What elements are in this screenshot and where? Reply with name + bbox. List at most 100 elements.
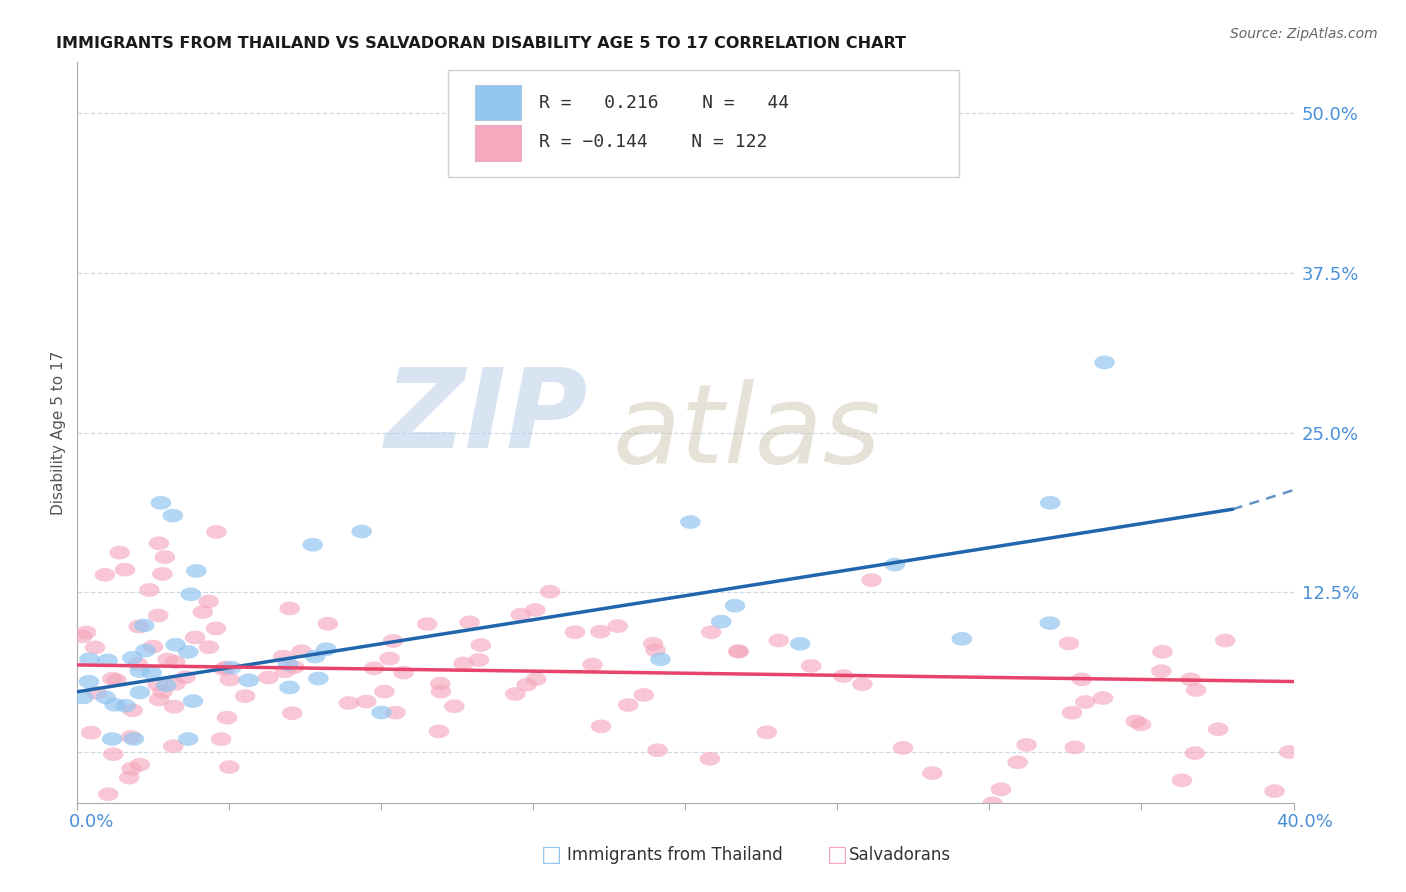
Point	[121, 703, 143, 717]
FancyBboxPatch shape	[449, 70, 959, 178]
Point	[148, 608, 170, 623]
Point	[1070, 673, 1092, 687]
Point	[238, 673, 260, 688]
Point	[724, 599, 747, 613]
Point	[416, 617, 439, 632]
Point	[301, 538, 323, 552]
Point	[1063, 740, 1085, 755]
Point	[156, 652, 179, 666]
Point	[1184, 746, 1206, 760]
Point	[509, 607, 531, 622]
Point	[257, 671, 280, 685]
Point	[1057, 636, 1080, 650]
Point	[70, 629, 93, 643]
Point	[177, 731, 200, 746]
Point	[114, 563, 136, 577]
Point	[800, 659, 823, 673]
Point	[363, 661, 385, 675]
Point	[177, 645, 200, 659]
Y-axis label: Disability Age 5 to 17: Disability Age 5 to 17	[51, 351, 66, 515]
Point	[134, 618, 156, 632]
Point	[458, 615, 481, 630]
Point	[128, 619, 150, 633]
Point	[679, 515, 702, 529]
Point	[356, 695, 378, 709]
Point	[427, 724, 450, 739]
Point	[277, 657, 299, 672]
Point	[860, 573, 883, 587]
Point	[891, 741, 914, 756]
Point	[72, 690, 94, 705]
Point	[75, 625, 97, 640]
Point	[162, 739, 184, 754]
Point	[315, 642, 337, 657]
Point	[606, 619, 628, 633]
Point	[1094, 355, 1116, 369]
Text: □: □	[827, 845, 848, 864]
Text: Immigrants from Thailand: Immigrants from Thailand	[567, 846, 782, 863]
Point	[453, 657, 475, 671]
Point	[101, 731, 124, 746]
Point	[79, 652, 101, 666]
Point	[94, 690, 117, 705]
Point	[644, 643, 666, 657]
Point	[77, 674, 100, 689]
Text: atlas: atlas	[613, 379, 882, 486]
Point	[1206, 723, 1229, 737]
Point	[148, 692, 170, 706]
Point	[316, 616, 339, 631]
Point	[1263, 784, 1285, 798]
Point	[209, 732, 232, 747]
Point	[278, 681, 301, 695]
Point	[86, 686, 108, 700]
Point	[524, 603, 547, 617]
Point	[768, 633, 790, 648]
Point	[205, 524, 228, 539]
Point	[152, 685, 174, 699]
Point	[218, 760, 240, 774]
Point	[165, 677, 187, 691]
Point	[564, 625, 586, 640]
Point	[105, 673, 128, 688]
Point	[921, 766, 943, 780]
Point	[950, 632, 973, 646]
Text: 0.0%: 0.0%	[69, 814, 114, 831]
Point	[283, 660, 305, 674]
Point	[198, 640, 221, 655]
Point	[155, 678, 177, 692]
Point	[271, 649, 294, 664]
Point	[205, 621, 228, 635]
Point	[650, 652, 672, 666]
Point	[150, 566, 173, 581]
Point	[121, 762, 143, 776]
Point	[128, 757, 150, 772]
Point	[1213, 633, 1236, 648]
Point	[103, 747, 125, 761]
Point	[165, 638, 187, 652]
Point	[443, 699, 465, 714]
Point	[470, 638, 492, 652]
Point	[981, 797, 1004, 811]
Point	[727, 644, 749, 658]
Text: Source: ZipAtlas.com: Source: ZipAtlas.com	[1230, 27, 1378, 41]
Point	[468, 653, 491, 667]
Point	[165, 655, 187, 669]
Point	[281, 706, 304, 721]
Point	[727, 645, 749, 659]
Point	[134, 643, 156, 657]
Point	[1185, 683, 1208, 698]
Point	[1130, 717, 1153, 731]
Point	[127, 657, 149, 671]
Point	[138, 582, 160, 597]
Text: □: □	[541, 845, 562, 864]
Point	[430, 684, 453, 698]
Point	[990, 782, 1012, 797]
Point	[84, 640, 107, 655]
Point	[148, 536, 170, 550]
Point	[108, 545, 131, 559]
Point	[307, 672, 329, 686]
Point	[832, 669, 855, 683]
Point	[162, 508, 184, 523]
Point	[212, 662, 235, 676]
Point	[186, 564, 208, 578]
